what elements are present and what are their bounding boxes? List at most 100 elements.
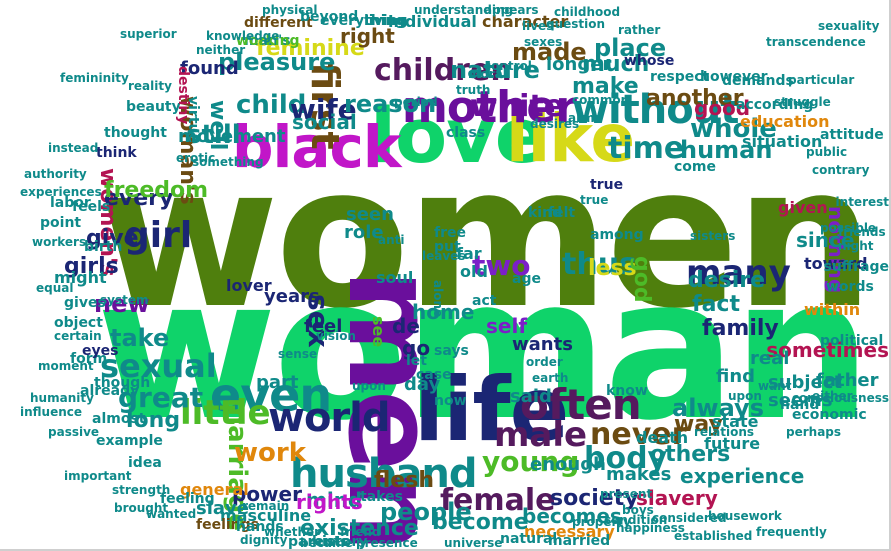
word-public: public bbox=[806, 145, 848, 159]
word-whether: whether bbox=[264, 525, 321, 539]
word-seen: seen bbox=[346, 204, 394, 225]
word-parents: parents bbox=[288, 534, 349, 550]
word-fact: fact bbox=[692, 292, 740, 317]
word-home: home bbox=[412, 300, 475, 324]
word-natural: natural bbox=[500, 531, 558, 547]
word-suffrage: suffrage bbox=[823, 259, 889, 275]
word-case: case bbox=[416, 367, 452, 383]
word-among: among bbox=[590, 227, 644, 243]
word-father: father bbox=[816, 370, 879, 391]
word-make: make bbox=[572, 74, 639, 99]
word-old: old bbox=[460, 262, 488, 281]
word-go: go bbox=[402, 336, 431, 360]
word-every: every bbox=[104, 186, 174, 211]
word-arms: arms bbox=[568, 111, 602, 125]
word-different: different bbox=[244, 15, 313, 31]
word-possible: possible bbox=[820, 221, 877, 235]
word-rights: rights bbox=[296, 490, 363, 514]
word-erotic: erotic bbox=[176, 151, 216, 165]
word-necessary: necessary bbox=[524, 522, 615, 541]
word-important: important bbox=[64, 469, 132, 483]
word-physical: physical bbox=[262, 3, 318, 17]
word-upon: upon bbox=[728, 389, 762, 403]
word-less: less bbox=[588, 256, 637, 281]
word-human: human bbox=[680, 136, 773, 164]
word-free: free bbox=[434, 225, 466, 241]
word-common: common bbox=[572, 93, 630, 107]
word-feel: feel bbox=[304, 316, 343, 337]
word-birth: birth bbox=[84, 239, 123, 255]
word-wanted: wanted bbox=[146, 507, 197, 521]
word-male: male bbox=[494, 415, 588, 455]
word-superior: superior bbox=[120, 27, 177, 41]
word-like: like bbox=[506, 100, 635, 177]
word-influence: influence bbox=[20, 405, 83, 419]
word-power: power bbox=[232, 482, 302, 506]
word-considered: considered bbox=[652, 511, 727, 525]
word-instead: instead bbox=[48, 141, 99, 155]
word-night: night bbox=[838, 239, 874, 253]
word-though: though bbox=[94, 375, 151, 391]
word-beyond: beyond bbox=[300, 9, 359, 25]
word-hands: hands bbox=[236, 519, 284, 535]
word-struggle: struggle bbox=[774, 95, 831, 109]
word-moment: moment bbox=[38, 359, 94, 373]
word-society: society bbox=[550, 486, 639, 511]
word-remain: remain bbox=[242, 499, 290, 513]
word-act: act bbox=[472, 293, 497, 309]
word-many: many bbox=[686, 253, 791, 293]
word-rather: rather bbox=[618, 23, 661, 37]
word-almost: almost bbox=[92, 411, 146, 427]
word-becomes: becomes bbox=[522, 504, 622, 528]
word-knowledge: knowledge bbox=[206, 29, 280, 43]
word-far: far bbox=[456, 244, 482, 263]
word-married: married bbox=[548, 533, 611, 549]
word-relations: relations bbox=[694, 425, 755, 439]
word-economic: economic bbox=[792, 407, 867, 423]
word-makes: makes bbox=[606, 464, 672, 485]
word-enough: enough bbox=[530, 454, 606, 475]
word-frequently: frequently bbox=[756, 525, 827, 539]
word-system: system bbox=[100, 293, 149, 307]
word-sometimes: sometimes bbox=[766, 338, 889, 362]
word-experiences: experiences bbox=[20, 185, 102, 199]
word-equal: equal bbox=[36, 281, 74, 295]
word-body: body bbox=[584, 441, 668, 476]
word-find: find bbox=[716, 366, 756, 387]
word-anti: anti bbox=[378, 233, 405, 247]
word-time: time bbox=[608, 131, 685, 166]
word-come: come bbox=[674, 159, 716, 175]
word-world: world bbox=[268, 395, 391, 441]
word-slave: slave bbox=[196, 498, 249, 519]
word-became: became bbox=[300, 536, 353, 550]
word-something: something bbox=[192, 155, 264, 169]
word-present: present bbox=[600, 487, 653, 501]
word-everything: everything bbox=[320, 13, 406, 29]
word-feels: feels bbox=[72, 199, 111, 215]
word-young: young bbox=[482, 445, 580, 478]
word-without: without bbox=[572, 87, 739, 133]
word-still: still bbox=[186, 120, 241, 150]
word-passive: passive bbox=[48, 425, 100, 439]
word-future: future bbox=[704, 434, 761, 453]
word-love: love bbox=[370, 91, 546, 180]
word-little: little bbox=[180, 393, 271, 433]
word-see: see bbox=[369, 316, 388, 348]
word-seems: seems bbox=[768, 390, 833, 411]
word-think: think bbox=[96, 145, 137, 161]
word-good: good bbox=[694, 96, 751, 120]
word-years: years bbox=[264, 286, 320, 307]
word-want: want bbox=[758, 379, 792, 393]
word-alone: alone bbox=[431, 280, 445, 318]
word-period: period bbox=[394, 95, 438, 109]
word-put: put bbox=[434, 239, 461, 255]
word-flesh: flesh bbox=[374, 468, 434, 493]
word-understanding: understanding bbox=[414, 3, 514, 17]
word-certain: certain bbox=[54, 329, 102, 343]
word-white: white bbox=[470, 89, 565, 124]
word-moral: moral bbox=[468, 67, 507, 81]
word-female: female bbox=[440, 483, 556, 518]
word-desires: desires bbox=[530, 117, 580, 131]
word-established: established bbox=[674, 529, 753, 543]
word-upon: upon bbox=[352, 379, 386, 393]
